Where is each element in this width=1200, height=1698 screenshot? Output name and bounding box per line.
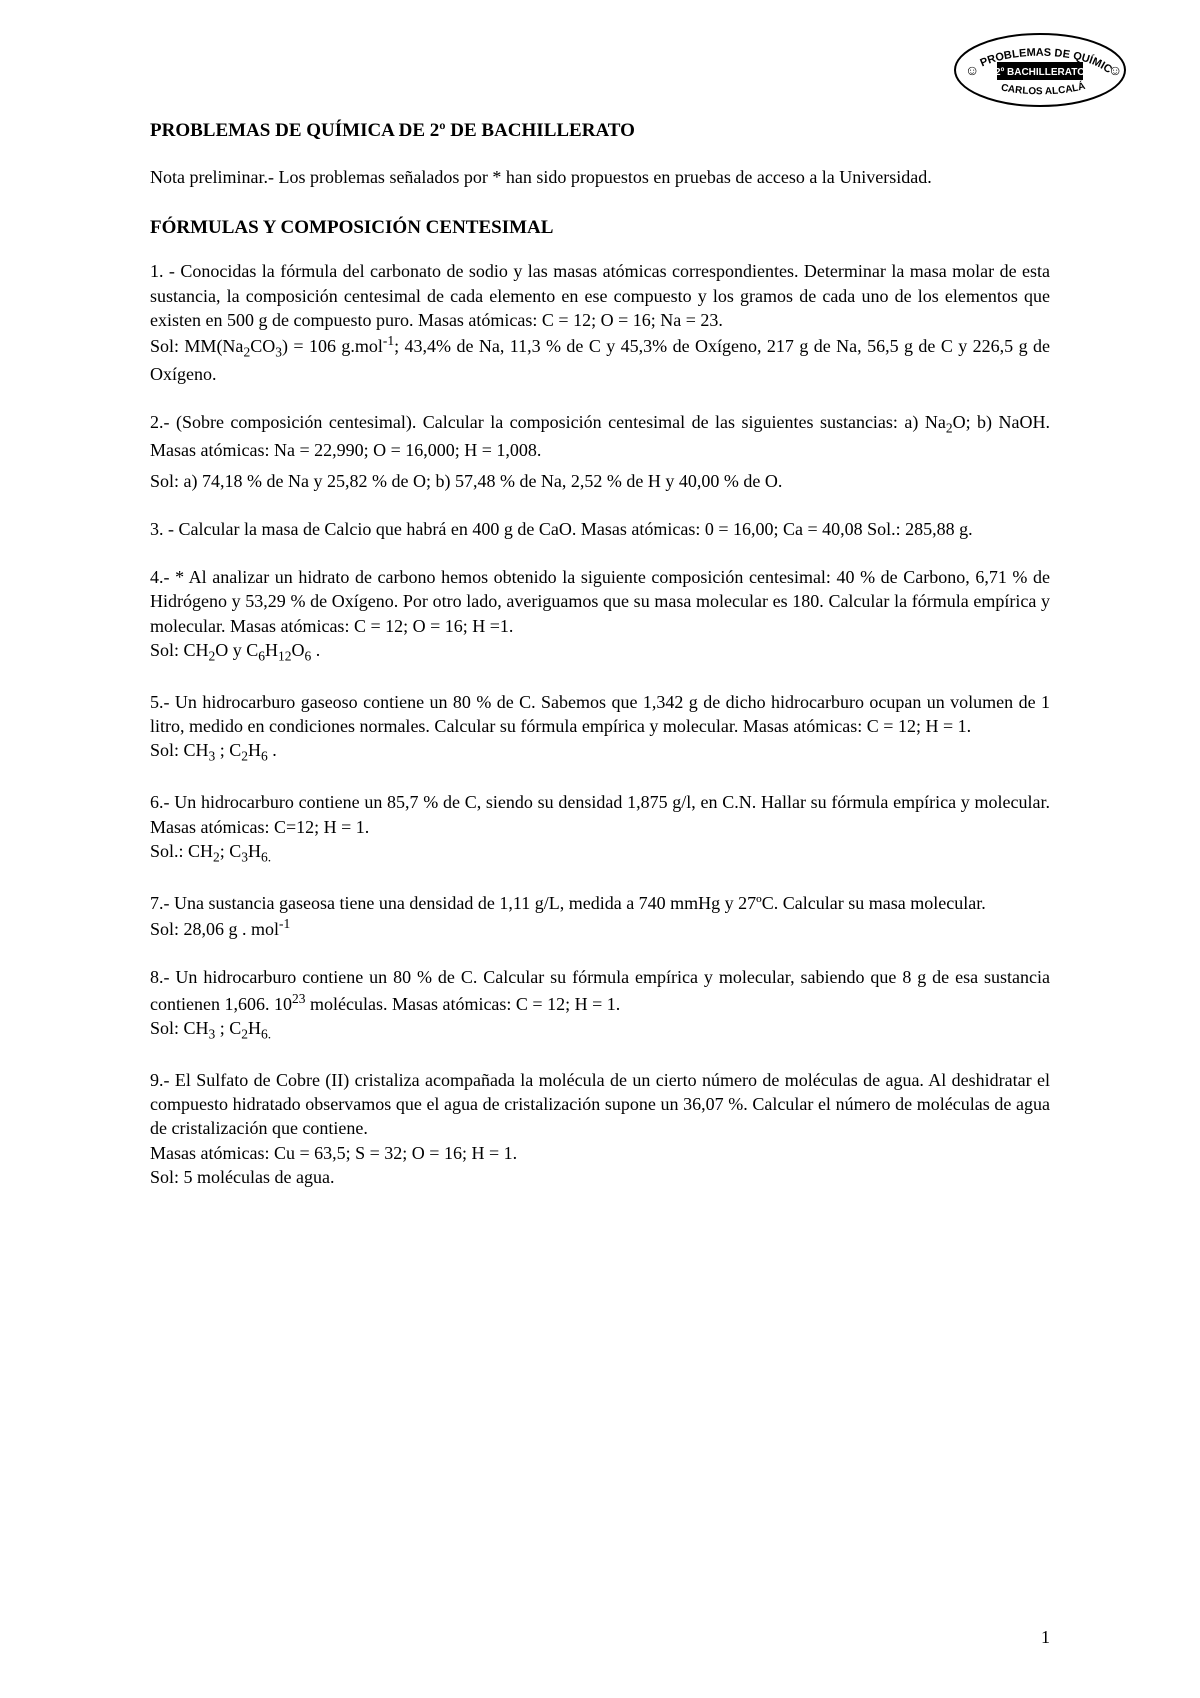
masses-text: Masas atómicas: Cu = 63,5; S = 32; O = 1… xyxy=(150,1143,517,1163)
solution-text: Sol: CH3 ; C2H6. xyxy=(150,1018,271,1038)
logo-stamp: PROBLEMAS DE QUÍMICA 2º BACHILLERATO CAR… xyxy=(950,30,1130,110)
problem-text: 7.- Una sustancia gaseosa tiene una dens… xyxy=(150,893,986,913)
section-title: FÓRMULAS Y COMPOSICIÓN CENTESIMAL xyxy=(150,217,1050,239)
problem-text: 5.- Un hidrocarburo gaseoso contiene un … xyxy=(150,692,1050,736)
solution-text: Sol: CH3 ; C2H6 . xyxy=(150,740,277,760)
document-title: PROBLEMAS DE QUÍMICA DE 2º DE BACHILLERA… xyxy=(150,120,1050,142)
page-number: 1 xyxy=(1041,1627,1050,1648)
problem-3: 3. - Calcular la masa de Calcio que habr… xyxy=(150,517,1050,541)
problem-9: 9.- El Sulfato de Cobre (II) cristaliza … xyxy=(150,1068,1050,1189)
solution-text: Sol: a) 74,18 % de Na y 25,82 % de O; b)… xyxy=(150,469,1050,493)
problem-text: 6.- Un hidrocarburo contiene un 85,7 % d… xyxy=(150,792,1050,836)
problem-8: 8.- Un hidrocarburo contiene un 80 % de … xyxy=(150,965,1050,1043)
svg-text:☺: ☺ xyxy=(965,64,979,79)
problem-text: 3. - Calcular la masa de Calcio que habr… xyxy=(150,519,973,539)
solution-text: Sol: MM(Na2CO3) = 106 g.mol-1; 43,4% de … xyxy=(150,336,1050,384)
problem-text: 8.- Un hidrocarburo contiene un 80 % de … xyxy=(150,967,1050,1013)
preliminary-note: Nota preliminar.- Los problemas señalado… xyxy=(150,166,1050,189)
svg-text:CARLOS ALCALÁ: CARLOS ALCALÁ xyxy=(1000,79,1087,97)
solution-text: Sol.: CH2; C3H6. xyxy=(150,841,271,861)
solution-text: Sol: CH2O y C6H12O6 . xyxy=(150,640,320,660)
problem-6: 6.- Un hidrocarburo contiene un 85,7 % d… xyxy=(150,790,1050,866)
problem-4: 4.- * Al analizar un hidrato de carbono … xyxy=(150,565,1050,666)
problem-2: 2.- (Sobre composición centesimal). Calc… xyxy=(150,410,1050,492)
svg-text:☺: ☺ xyxy=(1108,64,1122,79)
solution-text: Sol: 28,06 g . mol-1 xyxy=(150,919,290,939)
document-page: PROBLEMAS DE QUÍMICA 2º BACHILLERATO CAR… xyxy=(0,0,1200,1698)
problem-text: 9.- El Sulfato de Cobre (II) cristaliza … xyxy=(150,1070,1050,1139)
svg-text:2º BACHILLERATO: 2º BACHILLERATO xyxy=(995,67,1085,78)
problem-5: 5.- Un hidrocarburo gaseoso contiene un … xyxy=(150,690,1050,766)
problem-text: 4.- * Al analizar un hidrato de carbono … xyxy=(150,567,1050,636)
problem-7: 7.- Una sustancia gaseosa tiene una dens… xyxy=(150,891,1050,942)
problem-text: 1. - Conocidas la fórmula del carbonato … xyxy=(150,261,1050,330)
problem-text: 2.- (Sobre composición centesimal). Calc… xyxy=(150,412,1050,460)
solution-text: Sol: 5 moléculas de agua. xyxy=(150,1167,334,1187)
problem-1: 1. - Conocidas la fórmula del carbonato … xyxy=(150,259,1050,386)
